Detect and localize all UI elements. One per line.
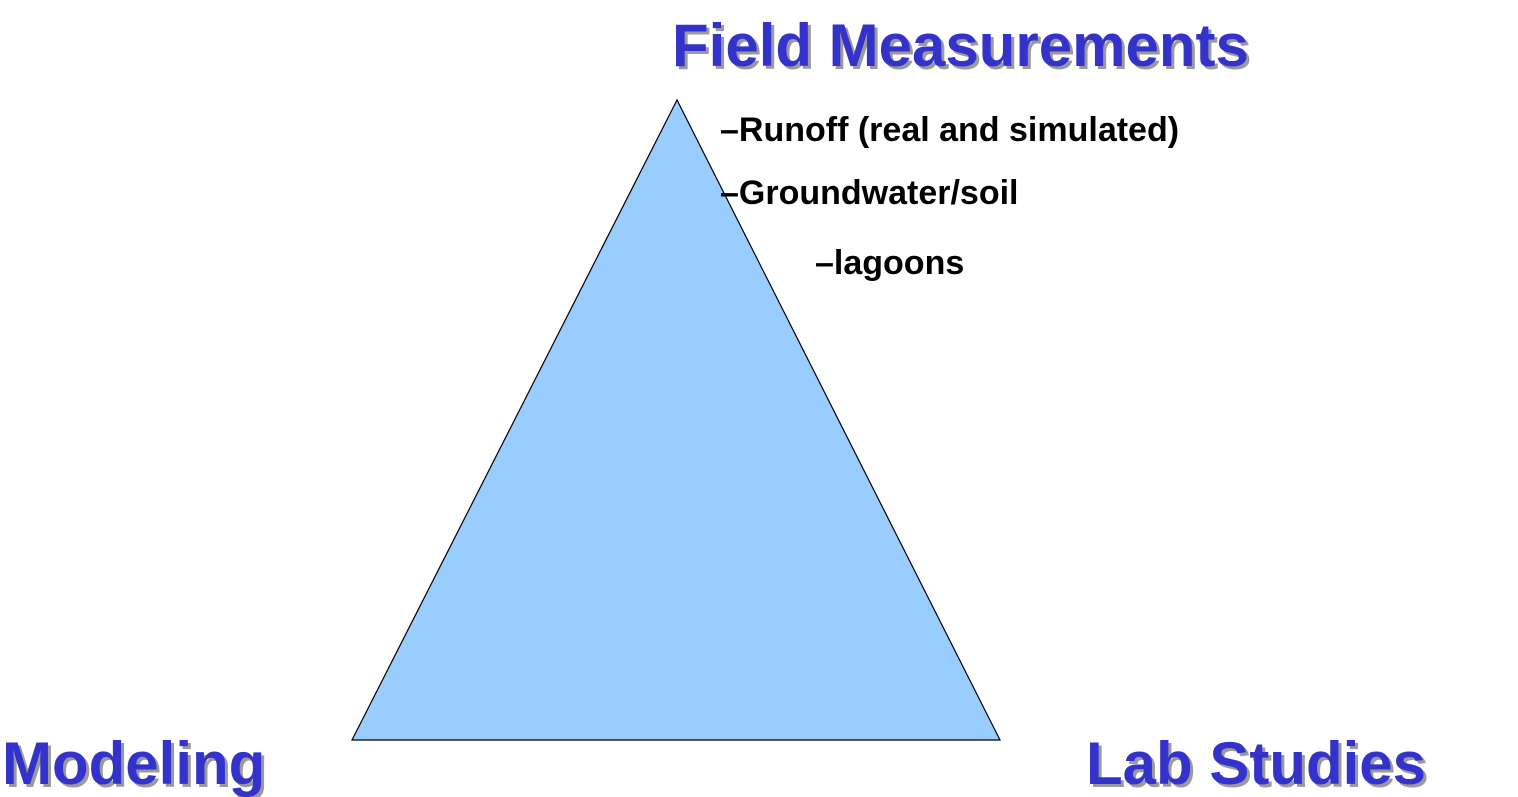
list-item: –Runoff (real and simulated) xyxy=(720,111,1180,149)
right-label: Lab Studies xyxy=(1086,730,1427,797)
list-item: –lagoons xyxy=(815,244,965,282)
left-label: Modeling xyxy=(2,730,266,797)
triangle xyxy=(351,98,1001,741)
list-item: –Groundwater/soil xyxy=(720,174,1019,212)
top-label: Field Measurements xyxy=(672,12,1249,79)
